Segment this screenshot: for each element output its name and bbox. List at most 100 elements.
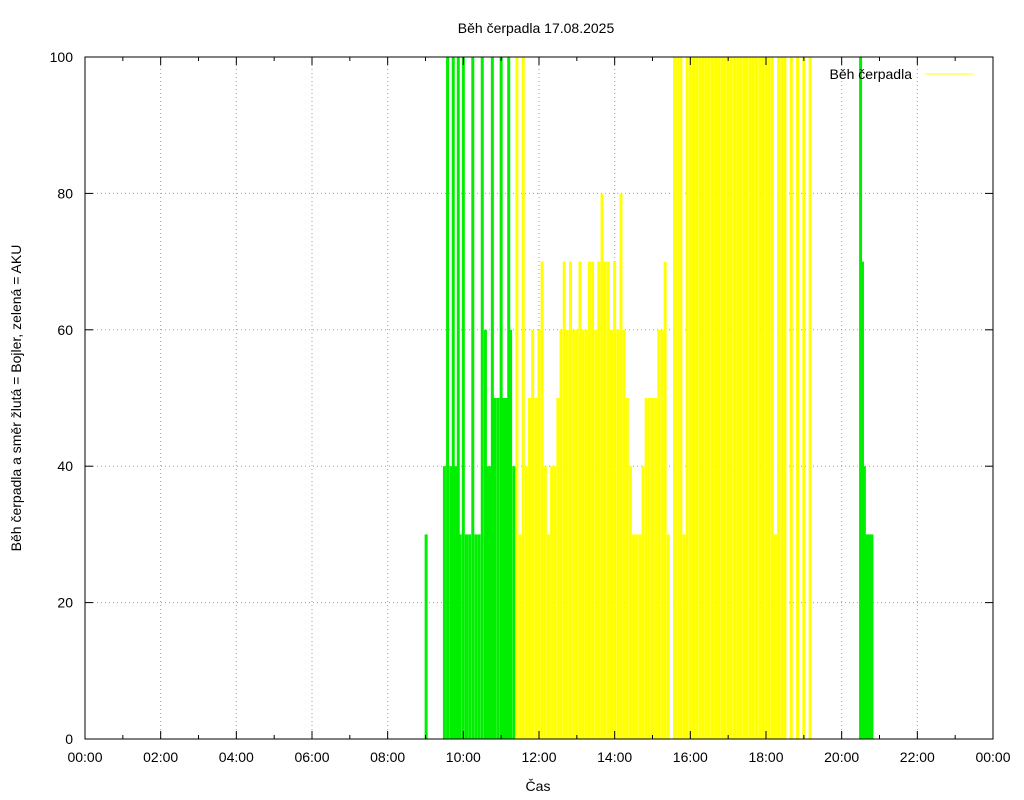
y-tick-label: 20 <box>57 595 73 611</box>
x-tick-label: 02:00 <box>143 749 178 765</box>
bar-bojler <box>644 398 648 739</box>
bar-aku <box>468 534 472 739</box>
x-tick-label: 22:00 <box>900 749 935 765</box>
bar-aku <box>453 466 457 739</box>
y-tick-label: 40 <box>57 458 73 474</box>
bar-aku <box>471 57 475 739</box>
bar-bojler <box>603 261 607 739</box>
bar-aku <box>424 534 428 739</box>
bar-bojler <box>565 329 569 739</box>
bar-bojler <box>802 57 806 739</box>
bar-bojler <box>688 57 692 739</box>
bar-bojler <box>591 261 595 739</box>
x-axis-label: Čas <box>526 778 551 794</box>
bar-aku <box>456 57 460 739</box>
bar-bojler <box>770 57 774 739</box>
bar-bojler <box>698 57 702 739</box>
bar-bojler <box>594 329 598 739</box>
bar-bojler <box>673 57 677 739</box>
bar-bojler <box>707 57 711 739</box>
bar-aku <box>490 57 494 739</box>
bar-bojler <box>666 534 670 739</box>
bar-bojler <box>628 466 632 739</box>
bar-bojler <box>789 57 793 739</box>
y-tick-labels: 0 20 40 60 80 100 <box>50 49 74 747</box>
chart-title: Běh čerpadla 17.08.2025 <box>458 20 615 36</box>
bar-aku <box>480 57 484 739</box>
axis-ticks <box>84 56 994 740</box>
bar-bojler <box>546 534 550 739</box>
bar-bojler <box>635 534 639 739</box>
bar-bojler <box>537 329 541 739</box>
bar-bojler <box>569 261 573 739</box>
bar-bojler <box>777 57 781 739</box>
x-tick-label: 08:00 <box>370 749 405 765</box>
bar-aku <box>458 534 462 739</box>
bar-bojler <box>736 57 740 739</box>
y-tick-label: 60 <box>57 322 73 338</box>
bar-bojler <box>559 329 563 739</box>
bar-bojler <box>764 57 768 739</box>
bar-bojler <box>638 534 642 739</box>
bar-aku <box>509 329 513 739</box>
bar-bojler <box>657 329 661 739</box>
legend-label: Běh čerpadla <box>829 66 912 82</box>
bar-bojler <box>682 534 686 739</box>
bar-bojler <box>625 398 629 739</box>
bar-aku <box>499 57 503 739</box>
bar-bojler <box>597 261 601 739</box>
x-tick-label: 18:00 <box>748 749 783 765</box>
bar-bojler <box>755 57 759 739</box>
x-tick-label: 14:00 <box>597 749 632 765</box>
bar-bojler <box>651 398 654 739</box>
bar-aku <box>477 534 481 739</box>
bar-aku <box>862 466 866 739</box>
bar-aku <box>870 534 874 739</box>
bar-aku <box>865 534 869 739</box>
x-tick-label: 00:00 <box>67 749 102 765</box>
bar-bojler <box>632 534 636 739</box>
bar-bojler <box>572 329 576 739</box>
x-tick-labels: 00:00 02:00 04:00 06:00 08:00 10:00 12:00 14:00… <box>67 749 1010 765</box>
bar-bojler <box>556 398 560 739</box>
bar-aku <box>504 398 508 739</box>
bar-aku <box>507 57 511 739</box>
bar-aku <box>474 534 478 739</box>
bar-bojler <box>732 57 736 739</box>
bar-bojler <box>758 57 762 739</box>
bar-bojler <box>647 398 651 739</box>
bar-bojler <box>745 57 749 739</box>
bar-aku <box>496 398 500 739</box>
bar-aku <box>451 57 455 739</box>
x-tick-label: 16:00 <box>673 749 708 765</box>
bar-bojler <box>723 57 727 739</box>
bar-bojler <box>518 534 522 739</box>
bar-bojler <box>562 261 566 739</box>
bar-aku <box>488 466 492 739</box>
bar-bojler <box>663 261 667 739</box>
bar-bojler <box>726 57 730 739</box>
y-tick-label: 100 <box>50 49 74 65</box>
bar-aku <box>483 329 487 739</box>
y-axis-label: Běh čerpadla a směr žlutá = Bojler, zele… <box>8 245 24 552</box>
x-tick-label: 06:00 <box>294 749 329 765</box>
bar-aku <box>442 466 446 739</box>
bar-bojler <box>581 329 585 739</box>
bar-aku <box>485 466 489 739</box>
x-tick-label: 20:00 <box>824 749 859 765</box>
bar-bojler <box>515 57 519 739</box>
bar-aku <box>461 57 465 739</box>
bar-bojler <box>704 57 708 739</box>
bar-bojler <box>714 57 718 739</box>
bar-aku <box>464 534 468 739</box>
bar-bojler <box>780 57 784 739</box>
bar-bojler <box>679 57 683 739</box>
bar-aku <box>860 261 864 739</box>
bar-bojler <box>695 57 699 739</box>
bar-bojler <box>783 57 787 739</box>
bar-bojler <box>540 261 544 739</box>
bar-bojler <box>691 57 695 739</box>
bar-aku <box>493 398 497 739</box>
bar-aku <box>446 57 450 739</box>
